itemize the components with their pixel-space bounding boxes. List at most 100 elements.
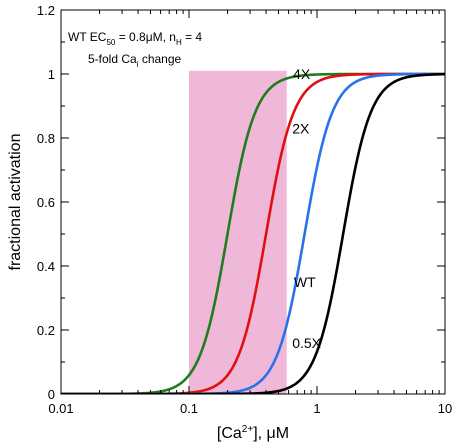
data-point (412, 76, 413, 77)
data-point (253, 385, 254, 386)
data-point (393, 81, 394, 82)
data-point (297, 104, 298, 105)
y-tick-label: 0.2 (37, 323, 55, 338)
data-point (272, 364, 273, 365)
y-tick-label: 0.4 (37, 259, 55, 274)
data-point (329, 77, 330, 78)
data-point (253, 300, 254, 301)
data-point (272, 85, 273, 86)
data-point (291, 305, 292, 306)
data-point (355, 81, 356, 82)
data-point (343, 75, 344, 76)
data-point (239, 166, 240, 167)
data-point (335, 275, 336, 276)
x-tick-label: 1 (313, 401, 320, 416)
series-label-wt: WT (294, 274, 316, 290)
data-point (272, 391, 273, 392)
data-point (199, 391, 200, 392)
data-point (232, 367, 233, 368)
data-point (188, 375, 189, 376)
data-point (260, 381, 261, 382)
data-point (349, 74, 350, 75)
y-tick-label: 1.2 (37, 3, 55, 18)
data-point (361, 74, 362, 75)
data-point (246, 389, 247, 390)
data-point (419, 75, 420, 76)
y-axis-label: fractional activation (7, 134, 24, 271)
data-point (284, 139, 285, 140)
data-point (311, 364, 312, 365)
data-point (284, 331, 285, 332)
y-tick-label: 1 (48, 67, 55, 82)
data-point (316, 74, 317, 75)
data-point (355, 74, 356, 75)
data-point (227, 233, 228, 234)
data-point (246, 331, 247, 332)
data-point (381, 92, 382, 93)
data-point (425, 74, 426, 75)
data-point (316, 166, 317, 167)
data-point (265, 92, 266, 93)
data-point (412, 74, 413, 75)
data-point (272, 196, 273, 197)
data-point (311, 85, 312, 86)
series-line-wt (61, 72, 445, 394)
data-point (329, 307, 330, 308)
data-point (311, 74, 312, 75)
data-point (239, 390, 240, 391)
y-axis-ticks: 0 0.2 0.4 0.6 0.8 1 1.2 (37, 3, 445, 402)
data-point (374, 104, 375, 105)
data-point (221, 381, 222, 382)
data-point (304, 92, 305, 93)
data-point (329, 119, 330, 120)
data-point (367, 77, 368, 78)
y-tick-label: 0.6 (37, 195, 55, 210)
data-point (388, 74, 389, 75)
data-point (393, 74, 394, 75)
annotation-line-2: 5-fold Cai change (88, 52, 182, 69)
x-axis-label: [Ca2+], μM (217, 424, 289, 442)
data-point (278, 351, 279, 352)
data-point (381, 75, 382, 76)
data-point (316, 81, 317, 82)
y-tick-label: 0.8 (37, 131, 55, 146)
x-axis-ticks: 0.01 0.1 1 10 (48, 10, 452, 416)
data-point (291, 386, 292, 387)
data-point (215, 385, 216, 386)
data-point (199, 357, 200, 358)
data-point (260, 101, 261, 102)
data-point (367, 74, 368, 75)
data-point (406, 77, 407, 78)
data-point (239, 351, 240, 352)
data-point (253, 116, 254, 117)
data-point (400, 78, 401, 79)
data-point (278, 166, 279, 167)
data-point (297, 382, 298, 383)
data-point (232, 203, 233, 204)
data-point (335, 76, 336, 77)
curve-labels: 4X 2X WT 0.5X (292, 66, 321, 351)
data-point (343, 233, 344, 234)
annotation-line-1: WT EC50 = 0.8μM, nH = 4 (68, 30, 202, 47)
series-label-0-5x: 0.5X (292, 335, 321, 351)
data-point (400, 74, 401, 75)
data-point (284, 79, 285, 80)
data-point (227, 375, 228, 376)
data-point (432, 74, 433, 75)
x-tick-label: 0.1 (180, 401, 198, 416)
data-point (291, 118, 292, 119)
data-point (343, 92, 344, 93)
y-tick-label: 0 (48, 387, 55, 402)
data-point (335, 104, 336, 105)
data-point (265, 375, 266, 376)
data-point (260, 267, 261, 268)
data-point (349, 196, 350, 197)
data-point (355, 166, 356, 167)
data-point (323, 79, 324, 80)
series-label-2x: 2X (292, 120, 310, 136)
x-axis-label-main: [Ca (217, 425, 242, 442)
series-label-4x: 4X (293, 66, 311, 82)
data-point (367, 119, 368, 120)
data-point (388, 85, 389, 86)
